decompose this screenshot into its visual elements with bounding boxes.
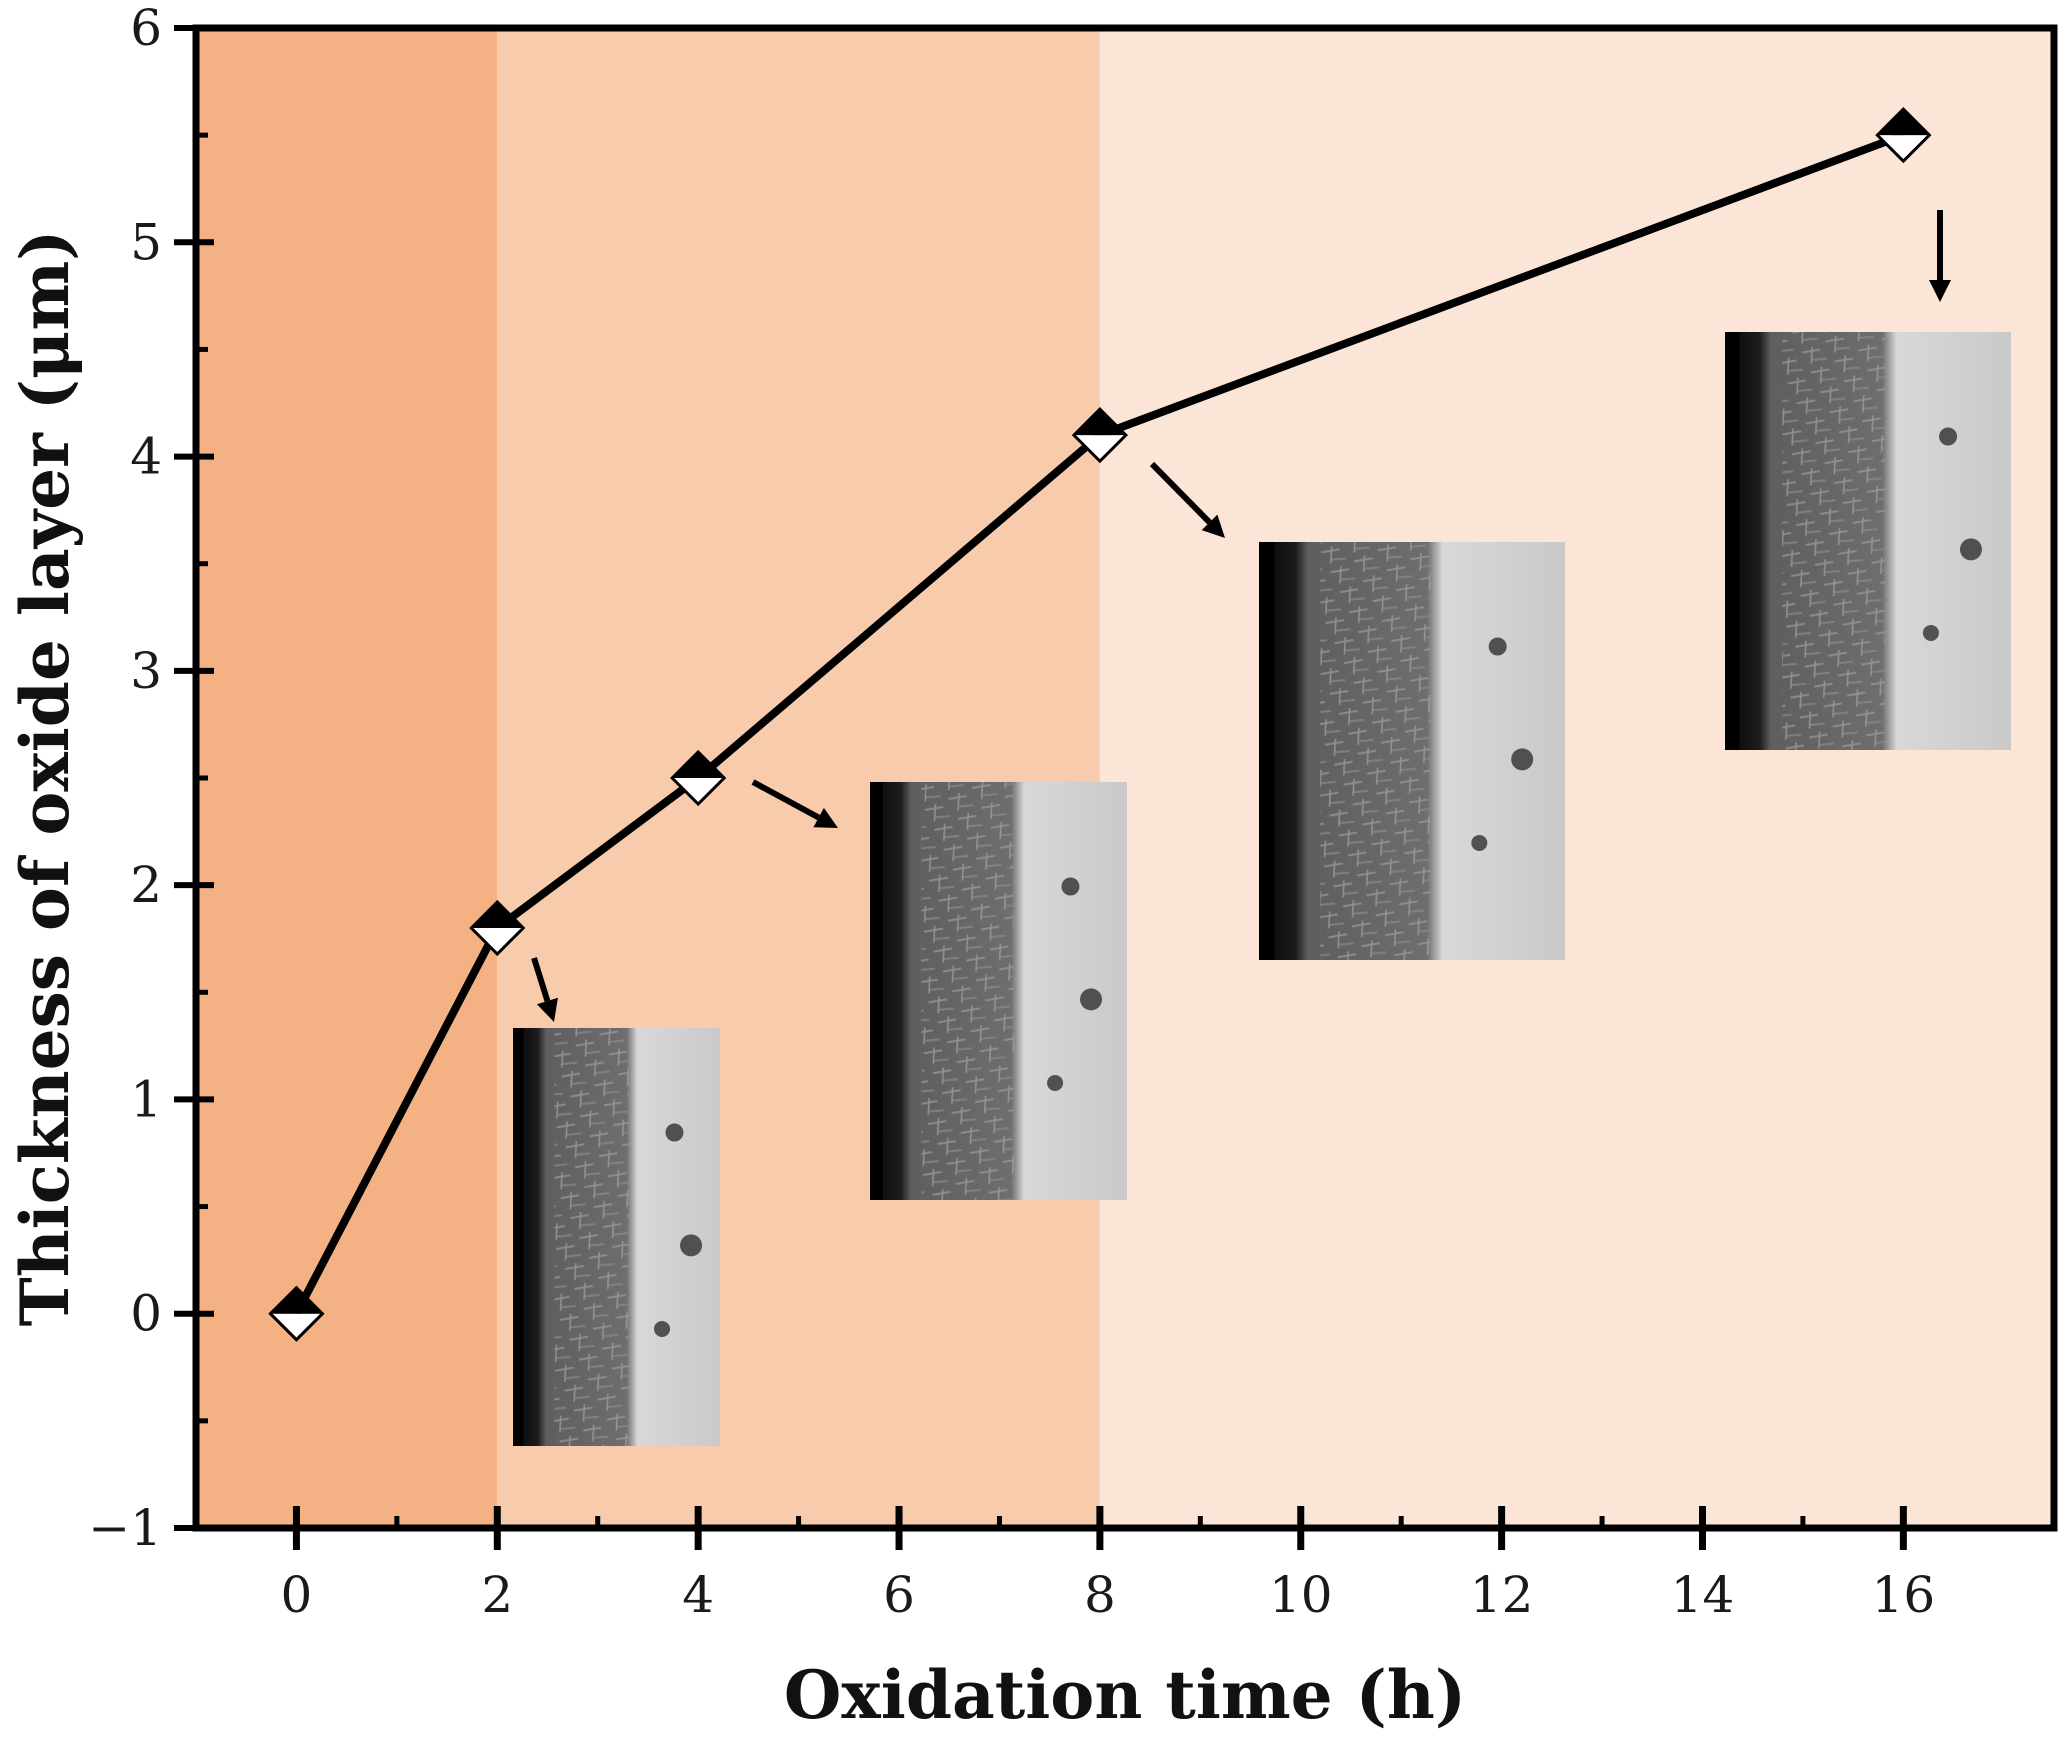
sem-inset-8h-pore-2 [1471,834,1488,851]
y-tick-label-6: 5 [130,213,162,271]
sem-inset-4h-pore-0 [1061,877,1080,896]
sem-inset-8h-edge [1259,542,1275,960]
inset-arrow-1 [751,779,838,828]
data-point-upper-4 [1877,109,1930,136]
data-point-upper-0 [270,1287,323,1314]
y-tick-label-7: 6 [130,0,162,57]
x-tick-label-0: 0 [281,1566,313,1624]
sem-inset-16h-edge [1725,332,1740,750]
inset-arrow-shaft-0 [531,957,551,1002]
data-point-lower-2 [672,778,725,804]
y-axis-title: Thickness of oxide layer (μm) [6,230,84,1327]
data-point-0 [268,1285,325,1342]
x-tick-label-7: 14 [1671,1566,1735,1624]
sem-inset-2h-pore-0 [665,1123,684,1142]
inset-arrow-0 [531,957,558,1022]
data-point-outline-4 [1875,107,1932,164]
sem-inset-4h-pore-1 [1080,988,1103,1011]
background-region-2 [1099,28,2054,1528]
sem-inset-2h [513,1028,720,1446]
data-point-outline-0 [268,1285,325,1342]
x-tick-label-3: 6 [883,1566,915,1624]
data-point-upper-1 [471,902,524,928]
sem-inset-8h-pore-0 [1488,637,1507,656]
inset-arrow-2 [1149,461,1225,538]
y-tick-label-3: 2 [130,856,162,914]
inset-arrow-head-3 [1929,280,1951,302]
sem-inset-16h-pore-2 [1922,624,1939,641]
sem-inset-2h-pore-1 [680,1234,703,1257]
data-point-lower-1 [471,928,524,954]
y-tick-label-0: −1 [88,1499,162,1557]
data-point-lower-4 [1877,135,1930,162]
sem-inset-4h [870,782,1127,1200]
data-point-4 [1875,107,1932,164]
data-point-outline-2 [670,749,727,807]
data-point-upper-2 [672,752,725,778]
sem-inset-4h-needle-texture [921,782,1014,1200]
sem-inset-16h-pore-1 [1959,538,1982,561]
y-tick-label-2: 1 [130,1070,162,1128]
sem-inset-8h-needle-texture [1320,542,1431,960]
y-tick-label-1: 0 [130,1285,162,1343]
sem-inset-8h-pore-1 [1511,748,1534,771]
x-axis-title: Oxidation time (h) [784,1656,1466,1734]
data-point-1 [469,899,526,957]
sem-inset-2h-edge [513,1028,524,1446]
inset-arrow-shaft-2 [1149,461,1212,525]
inset-arrow-head-2 [1201,514,1225,538]
data-point-3 [1071,407,1129,464]
inset-arrow-head-1 [813,807,838,828]
inset-arrow-3 [1929,210,1951,302]
inset-arrow-head-0 [536,997,558,1022]
data-point-upper-3 [1073,409,1126,436]
x-tick-label-6: 12 [1470,1566,1534,1624]
data-point-2 [670,749,727,807]
data-point-outline-3 [1071,407,1129,464]
x-tick-label-1: 2 [481,1566,513,1624]
data-point-lower-3 [1073,435,1126,462]
sem-inset-16h-pore-0 [1939,427,1958,446]
x-tick-label-2: 4 [682,1566,714,1624]
sem-inset-16h-needle-texture [1782,332,1886,750]
x-tick-label-5: 10 [1269,1566,1333,1624]
sem-inset-4h-pore-2 [1047,1074,1064,1091]
x-tick-label-8: 16 [1872,1566,1936,1624]
sem-inset-8h [1259,542,1565,960]
y-tick-label-4: 3 [130,642,162,700]
x-tick-label-4: 8 [1084,1566,1116,1624]
sem-inset-4h-edge [870,782,883,1200]
sem-inset-16h [1725,332,2011,750]
background-region-0 [196,28,498,1528]
data-point-lower-0 [270,1313,323,1340]
y-tick-label-5: 4 [130,428,162,486]
sem-inset-2h-pore-2 [654,1320,671,1337]
data-point-outline-1 [469,899,526,957]
inset-arrow-shaft-1 [751,779,821,821]
sem-inset-2h-needle-texture [554,1028,629,1446]
